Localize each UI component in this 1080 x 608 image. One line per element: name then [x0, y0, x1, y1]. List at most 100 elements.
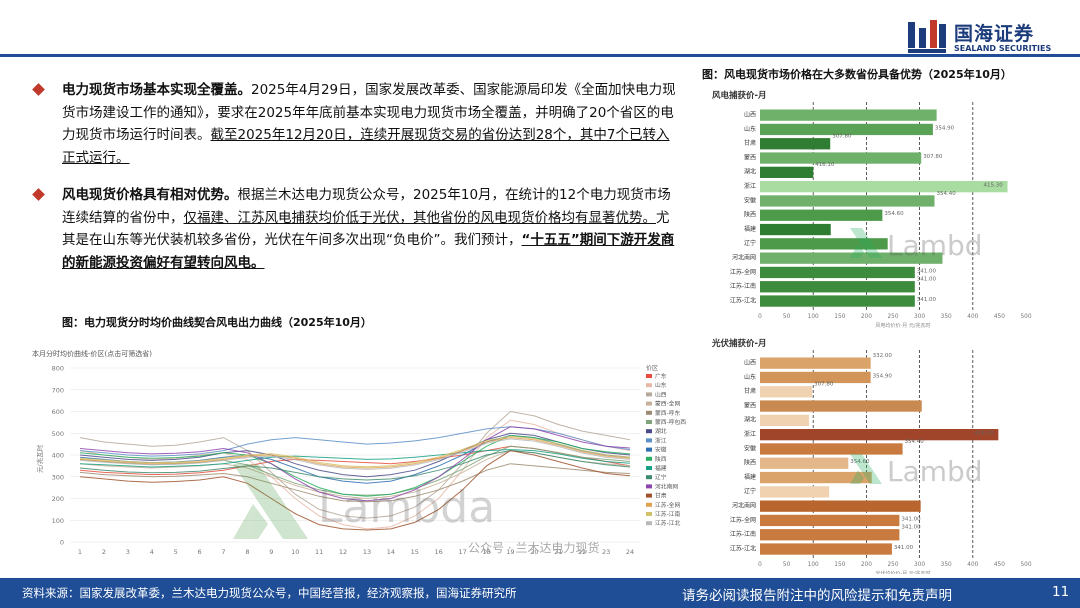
category-label: 湖北	[744, 416, 756, 424]
bar[interactable]	[760, 543, 892, 555]
x-tick-label: 100	[808, 562, 819, 568]
legend-swatch[interactable]	[646, 466, 652, 470]
bar[interactable]	[760, 486, 830, 498]
bar-value-label: 354.40	[936, 191, 956, 197]
legend-swatch[interactable]	[646, 512, 652, 516]
legend-entry[interactable]: 河北南网	[655, 482, 678, 490]
legend-swatch[interactable]	[646, 484, 652, 489]
legend-entry[interactable]: 湖北	[655, 427, 667, 435]
x-tick-label: 150	[834, 562, 845, 568]
category-label: 江苏-江南	[730, 530, 756, 538]
x-tick-label: 450	[994, 314, 1005, 320]
bar[interactable]	[760, 138, 831, 150]
bar-value-label: 341.00	[901, 516, 921, 522]
x-tick-label: 20	[530, 548, 538, 556]
pv-xlabel: 光伏均价价-月 元/兆瓦时	[875, 570, 930, 574]
x-tick-label: 18	[482, 548, 490, 556]
sealand-logo-icon	[908, 20, 946, 53]
legend-entry[interactable]: 江苏-江北	[655, 519, 680, 527]
category-label: 安徽	[744, 196, 756, 204]
legend-entry[interactable]: 山东	[655, 381, 667, 389]
bar-value-label: 354.90	[873, 373, 893, 379]
bar[interactable]	[760, 166, 814, 178]
legend-entry[interactable]: 安徽	[655, 446, 667, 454]
legend-entry[interactable]: 蒙西-全网	[655, 400, 680, 408]
legend-entry[interactable]: 广东	[655, 372, 667, 380]
x-tick-label: 15	[411, 548, 419, 556]
legend-swatch[interactable]	[646, 502, 652, 507]
legend-swatch[interactable]	[646, 475, 652, 480]
p1-lead: 电力现货市场基本实现全覆盖。	[62, 82, 251, 98]
y-tick-label: 100	[52, 517, 64, 525]
bar[interactable]	[760, 266, 915, 279]
legend-entry[interactable]: 山西	[655, 390, 667, 398]
category-label: 甘肃	[744, 139, 756, 147]
legend-swatch[interactable]	[646, 429, 652, 434]
series-line	[79, 438, 631, 470]
wind-xlabel: 风电均价价-月 元/兆瓦时	[875, 322, 930, 329]
bar[interactable]	[760, 471, 872, 484]
x-tick-label: 6	[197, 548, 201, 556]
legend-entry[interactable]: 浙江	[655, 436, 667, 444]
legend-swatch[interactable]	[646, 401, 652, 406]
bar[interactable]	[760, 429, 999, 441]
series-line	[79, 435, 631, 468]
series-line	[79, 432, 631, 478]
paragraph-wind-price-advantage: 风电现货价格具有相对优势。根据兰木达电力现货公众号，2025年10月，在统计的1…	[32, 184, 678, 274]
legend-entry[interactable]: 甘肃	[655, 492, 667, 500]
legend-entry[interactable]: 蒙西-呼包西	[655, 418, 686, 426]
bar[interactable]	[760, 238, 888, 250]
legend-swatch[interactable]	[646, 410, 652, 415]
bar[interactable]	[760, 223, 831, 236]
bar[interactable]	[760, 281, 915, 293]
x-tick-label: 16	[435, 548, 443, 556]
legend-swatch[interactable]	[646, 383, 652, 388]
category-label: 浙江	[744, 182, 756, 190]
bar[interactable]	[760, 195, 935, 207]
bar[interactable]	[760, 209, 883, 221]
bar[interactable]	[760, 123, 933, 136]
x-tick-label: 250	[887, 314, 898, 320]
legend-entry[interactable]: 陕西	[655, 455, 667, 463]
bar[interactable]	[760, 295, 915, 307]
legend-entry[interactable]: 江苏-江南	[655, 510, 680, 518]
bar[interactable]	[760, 152, 922, 164]
x-tick-label: 24	[626, 548, 634, 556]
legend-swatch[interactable]	[646, 521, 652, 526]
legend-entry[interactable]: 江苏-全网	[655, 501, 680, 509]
legend-entry[interactable]: 福建	[655, 464, 667, 472]
legend-swatch[interactable]	[646, 392, 652, 397]
legend-swatch[interactable]	[646, 456, 652, 461]
legend-swatch[interactable]	[646, 420, 652, 424]
bar[interactable]	[760, 252, 943, 264]
x-tick-label: 200	[861, 562, 872, 568]
bar[interactable]	[760, 443, 903, 455]
bar[interactable]	[760, 386, 813, 398]
legend-swatch[interactable]	[646, 438, 652, 443]
bar[interactable]	[760, 500, 921, 512]
x-tick-label: 250	[887, 562, 898, 568]
bar-value-label: 415.30	[984, 183, 1004, 189]
bar[interactable]	[760, 457, 849, 469]
bar[interactable]	[760, 529, 900, 541]
x-tick-label: 9	[269, 548, 273, 556]
watermark-wechat: 公众号 · 兰木达电力现货	[468, 540, 599, 555]
bar[interactable]	[760, 371, 871, 384]
legend-entry[interactable]: 蒙西-呼东	[655, 409, 680, 417]
x-tick-label: 50	[783, 562, 791, 568]
legend-swatch[interactable]	[646, 493, 652, 498]
bar-value-label: 341.00	[917, 277, 937, 283]
bar[interactable]	[760, 357, 871, 369]
legend-swatch[interactable]	[646, 374, 652, 378]
bar[interactable]	[760, 514, 900, 527]
footer-disclaimer: 请务必阅读报告附注中的风险提示和免责声明	[682, 588, 952, 604]
x-tick-label: 200	[861, 314, 872, 320]
x-tick-label: 5	[174, 548, 178, 556]
bar[interactable]	[760, 400, 922, 412]
legend-entry[interactable]: 辽宁	[655, 473, 667, 481]
bar[interactable]	[760, 414, 809, 426]
category-label: 江苏-江南	[730, 282, 756, 290]
bar[interactable]	[760, 109, 937, 121]
bar[interactable]	[760, 181, 1008, 193]
legend-swatch[interactable]	[646, 447, 652, 452]
